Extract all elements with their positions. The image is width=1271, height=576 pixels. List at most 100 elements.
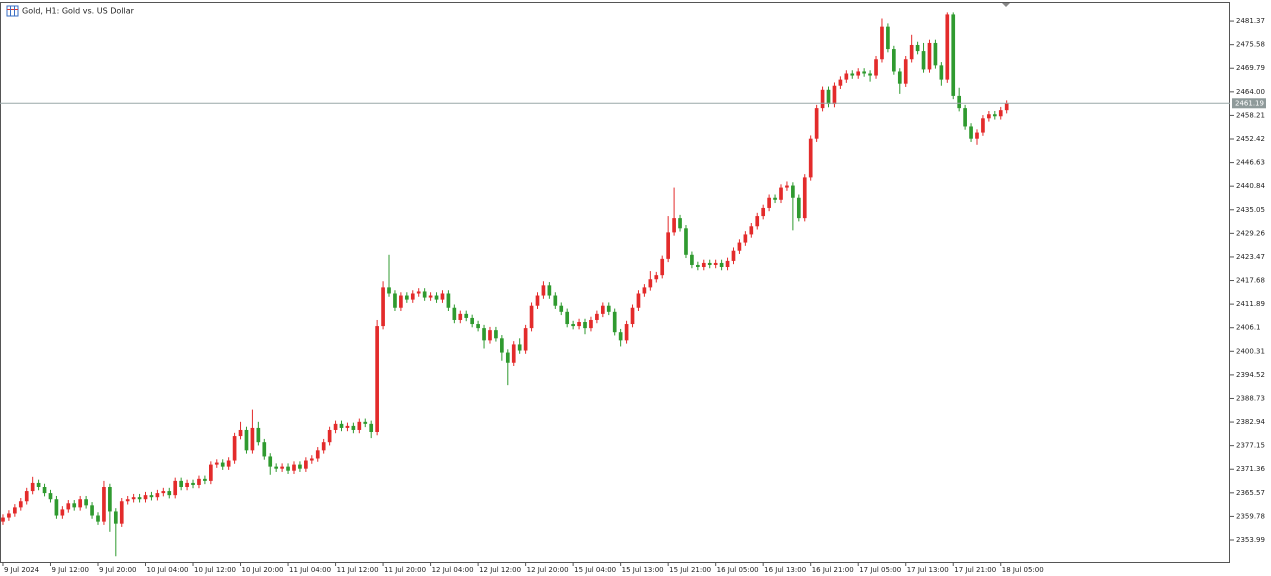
candle-body	[339, 423, 344, 428]
candle-body	[404, 295, 409, 300]
candle-body	[7, 513, 11, 518]
candle-body	[482, 328, 486, 341]
candle-body	[393, 293, 397, 308]
candle-body	[422, 291, 427, 298]
candle-body	[434, 295, 439, 300]
candle-body	[173, 480, 178, 496]
y-tick-label: 2435.05	[1236, 206, 1265, 214]
y-tick-label: 2411.89	[1236, 300, 1265, 308]
x-tick-label: 12 Jul 04:00	[432, 566, 474, 574]
y-tick-label: 2440.84	[1236, 182, 1265, 190]
candle-body	[535, 295, 540, 306]
candle-body	[897, 71, 902, 84]
y-tick-label: 2371.36	[1236, 465, 1265, 473]
x-tick-label: 9 Jul 2024	[4, 566, 40, 574]
candle-body	[565, 311, 570, 325]
candle-body	[125, 499, 130, 502]
x-tick-label: 16 Jul 13:00	[764, 566, 806, 574]
candle-body	[161, 491, 166, 494]
candle-body	[791, 185, 795, 198]
x-tick-label: 9 Jul 20:00	[99, 566, 137, 574]
candle-body	[345, 425, 350, 428]
plot-frame	[0, 2, 1230, 563]
candle-body	[238, 429, 243, 437]
candle-body	[131, 497, 136, 500]
candle-body	[250, 427, 255, 451]
candle-body	[143, 495, 148, 500]
candle-body	[660, 258, 665, 276]
x-tick-label: 11 Jul 20:00	[384, 566, 426, 574]
candle-body	[304, 460, 308, 469]
candle-body	[321, 442, 326, 451]
candle-body	[387, 287, 391, 294]
candle-body	[375, 326, 379, 433]
candle-body	[571, 324, 575, 327]
candle-body	[505, 352, 510, 363]
candle-body	[357, 421, 362, 430]
candle-body	[48, 493, 53, 500]
candle-body	[399, 295, 403, 308]
x-tick-label: 12 Jul 12:00	[479, 566, 521, 574]
candle-body	[13, 507, 17, 514]
candle-body	[755, 216, 760, 227]
shift-marker	[1002, 3, 1010, 7]
candles	[1, 12, 1009, 557]
y-tick-label: 2423.47	[1236, 253, 1265, 261]
candle-body	[119, 501, 124, 524]
x-tick-label: 17 Jul 21:00	[954, 566, 996, 574]
candle-body	[696, 264, 700, 268]
candle-body	[975, 132, 979, 139]
candle-body	[60, 509, 65, 516]
candle-body	[595, 313, 599, 320]
candle-body	[826, 89, 831, 105]
candle-body	[529, 305, 534, 329]
candle-body	[636, 293, 641, 308]
candle-body	[244, 429, 249, 451]
candle-body	[298, 464, 302, 469]
candle-body	[802, 177, 807, 219]
candle-body	[1, 517, 5, 522]
candle-body	[684, 228, 688, 255]
candle-body	[72, 503, 77, 508]
candle-body	[96, 515, 100, 522]
candle-body	[511, 344, 516, 363]
candle-body	[880, 26, 884, 60]
y-tick-label: 2353.99	[1236, 536, 1265, 544]
candle-body	[547, 285, 552, 296]
candle-body	[553, 295, 558, 306]
candle-body	[197, 478, 201, 485]
candle-body	[743, 234, 748, 243]
candle-body	[903, 59, 908, 84]
candle-body	[915, 44, 920, 52]
candle-body	[927, 42, 932, 70]
x-tick-label: 16 Jul 05:00	[717, 566, 759, 574]
candle-body	[149, 495, 154, 498]
x-tick-label: 12 Jul 20:00	[527, 566, 569, 574]
candle-body	[666, 232, 670, 259]
candle-body	[773, 197, 777, 200]
candle-body	[892, 49, 896, 72]
candle-body	[256, 427, 261, 443]
candle-body	[814, 108, 819, 139]
candle-body	[713, 262, 718, 265]
candle-body	[203, 478, 207, 481]
candle-body	[351, 425, 356, 430]
candle-body	[957, 95, 962, 109]
candle-body	[410, 293, 415, 300]
candle-body	[500, 338, 504, 353]
candle-body	[886, 26, 890, 50]
candle-body	[476, 324, 480, 329]
candle-body	[909, 44, 914, 60]
candle-body	[440, 293, 445, 300]
candle-body	[992, 114, 997, 117]
x-tick-label: 17 Jul 05:00	[859, 566, 901, 574]
candle-body	[559, 305, 564, 312]
candle-body	[630, 307, 635, 325]
candle-body	[648, 279, 653, 288]
icon-frame	[6, 5, 19, 17]
candle-body	[856, 71, 861, 76]
candle-body	[678, 218, 682, 229]
x-tick-label: 11 Jul 04:00	[289, 566, 331, 574]
